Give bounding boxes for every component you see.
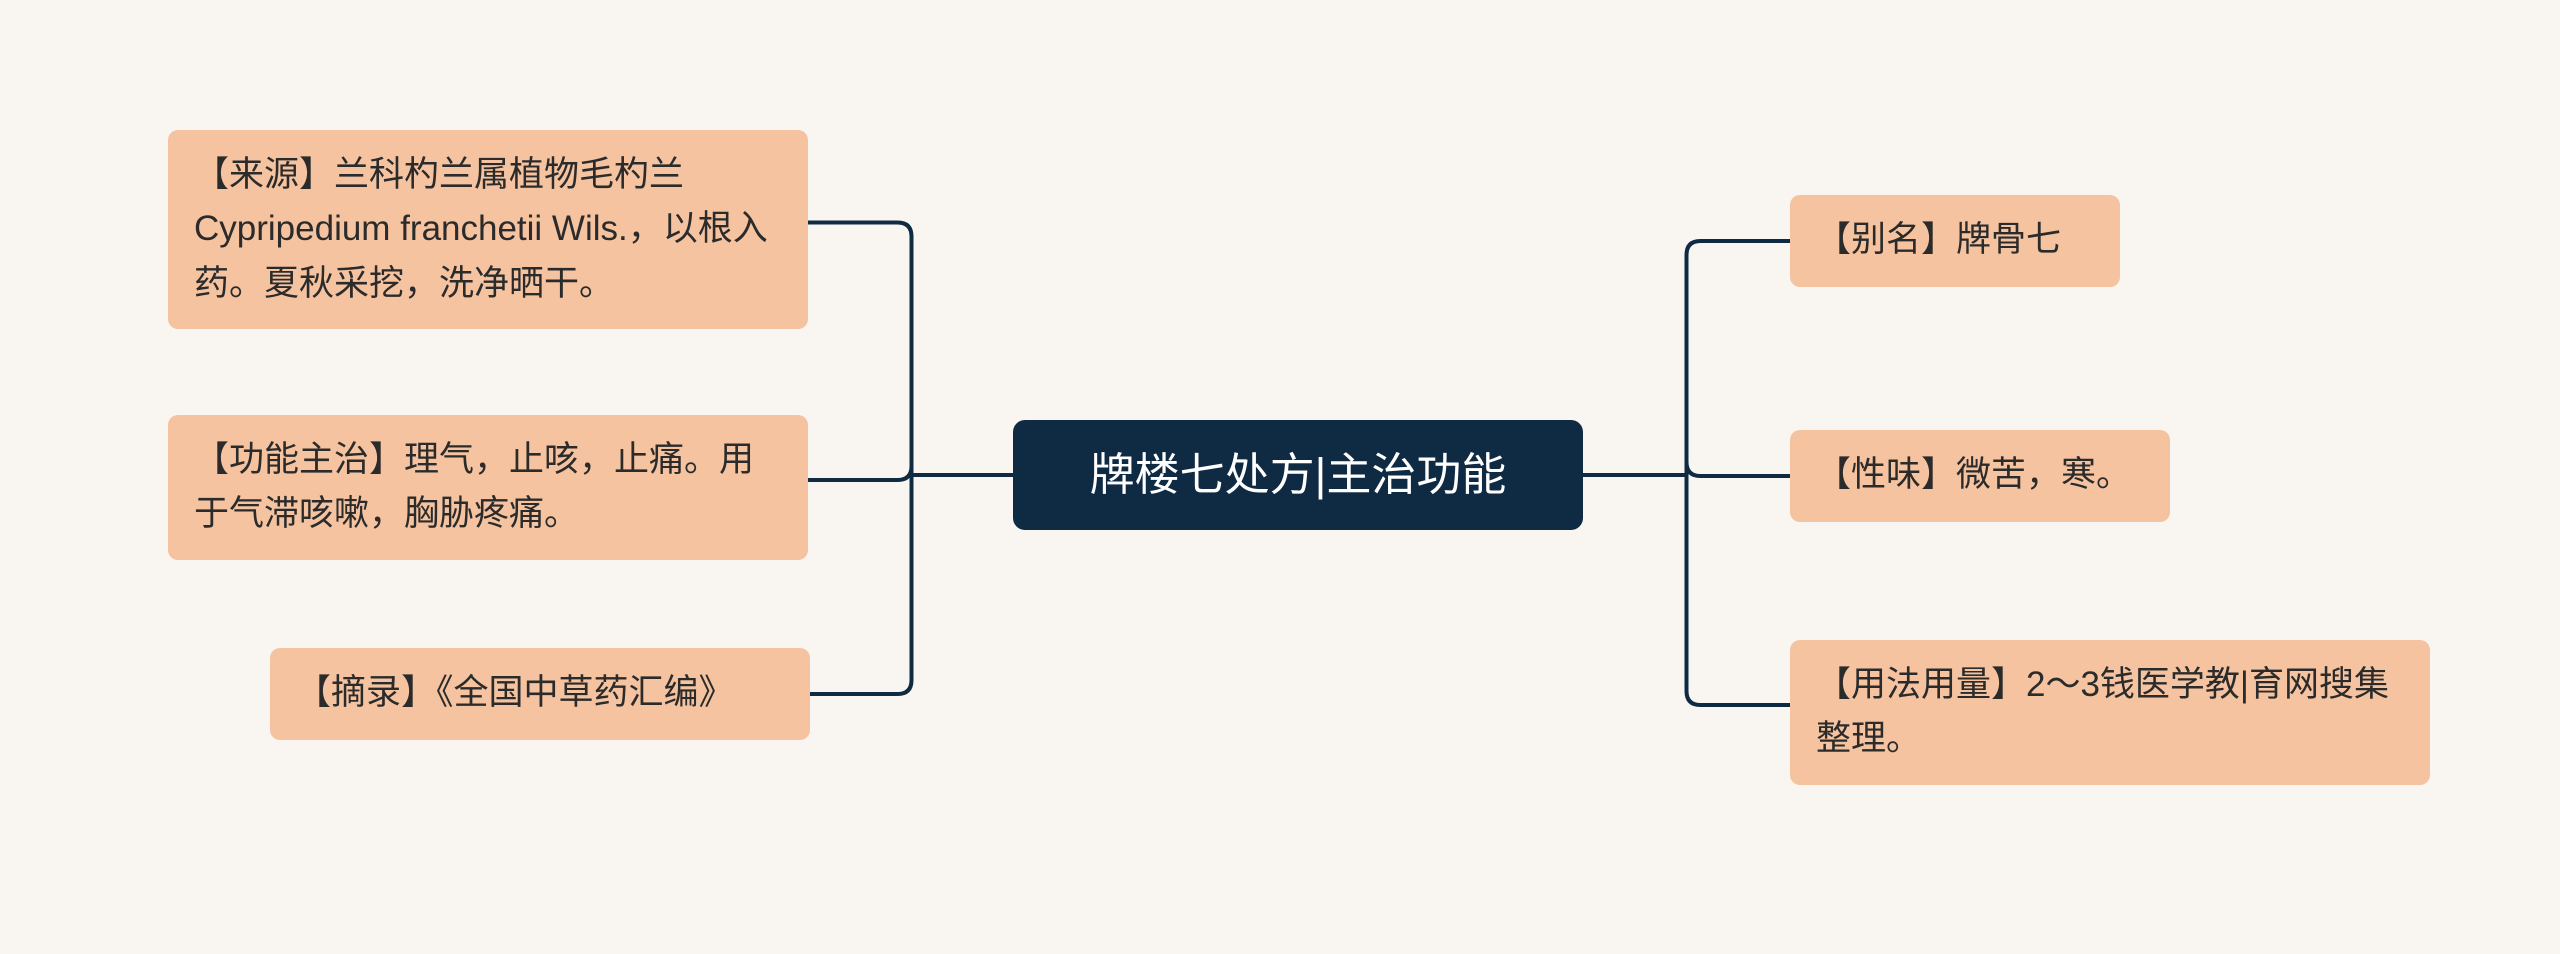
center-node: 牌楼七处方|主治功能 bbox=[1013, 420, 1583, 530]
child-node-r0: 【别名】牌骨七 bbox=[1790, 195, 2120, 287]
child-node-r1: 【性味】微苦，寒。 bbox=[1790, 430, 2170, 522]
child-node-l2: 【摘录】《全国中草药汇编》 bbox=[270, 648, 810, 740]
child-node-l0: 【来源】兰科杓兰属植物毛杓兰Cypripedium franchetii Wil… bbox=[168, 130, 808, 329]
child-node-r2: 【用法用量】2～3钱医学教|育网搜集整理。 bbox=[1790, 640, 2430, 785]
child-node-l1: 【功能主治】理气，止咳，止痛。用于气滞咳嗽，胸胁疼痛。 bbox=[168, 415, 808, 560]
